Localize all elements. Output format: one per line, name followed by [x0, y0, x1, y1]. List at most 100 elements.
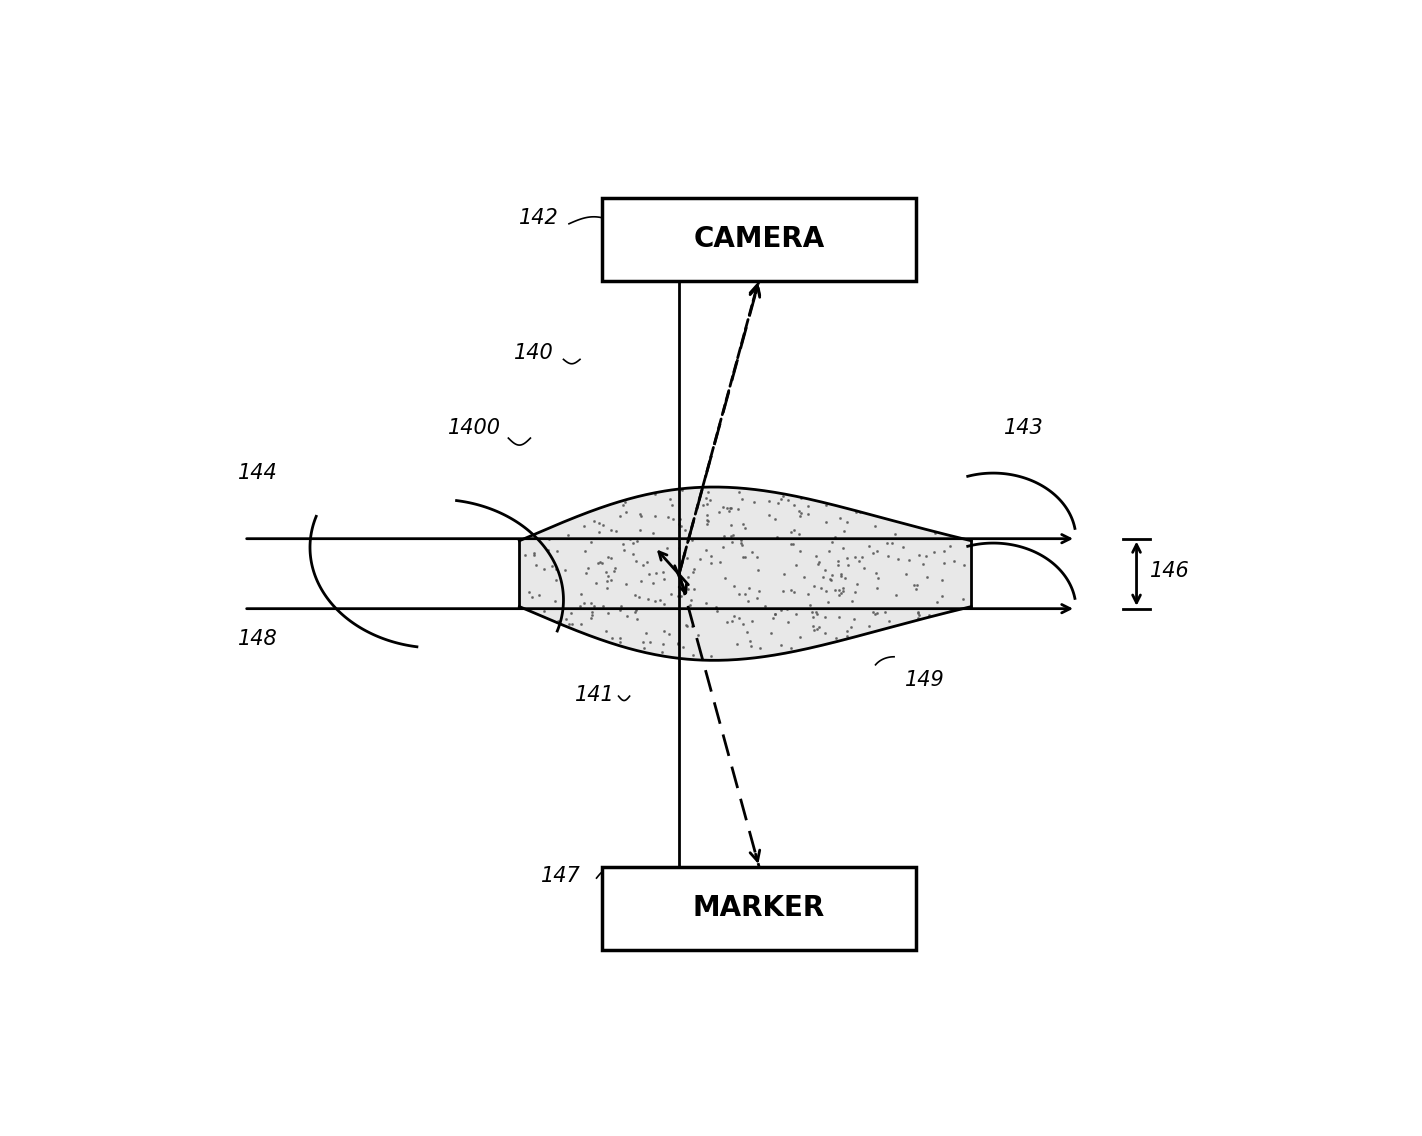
Point — [727, 500, 749, 518]
Point — [805, 603, 828, 621]
Point — [592, 554, 614, 573]
Point — [732, 548, 755, 566]
Point — [520, 588, 543, 607]
Point — [734, 585, 757, 603]
Point — [720, 516, 742, 534]
Point — [788, 525, 811, 543]
Point — [772, 486, 795, 504]
Point — [933, 553, 956, 571]
Point — [745, 588, 768, 607]
Point — [741, 543, 764, 561]
Point — [613, 541, 636, 559]
Point — [789, 503, 812, 521]
Point — [737, 623, 759, 641]
Point — [641, 524, 664, 542]
Point — [695, 515, 718, 533]
Point — [573, 594, 596, 612]
Point — [843, 583, 866, 601]
Point — [600, 570, 623, 588]
Point — [805, 604, 828, 623]
Point — [759, 624, 782, 642]
Point — [862, 544, 884, 562]
Point — [609, 629, 631, 648]
Point — [604, 559, 627, 577]
Point — [830, 584, 853, 602]
Point — [621, 534, 644, 552]
Point — [951, 591, 974, 609]
Point — [839, 618, 862, 636]
Point — [907, 609, 930, 627]
Point — [718, 500, 741, 518]
Point — [769, 490, 792, 508]
Point — [668, 565, 691, 583]
Point — [715, 613, 738, 632]
Point — [738, 632, 761, 650]
Point — [673, 638, 695, 657]
Point — [725, 635, 748, 653]
Point — [621, 545, 644, 563]
Point — [832, 583, 855, 601]
Point — [865, 604, 887, 623]
Point — [769, 601, 792, 619]
Point — [589, 553, 611, 571]
Point — [695, 494, 718, 512]
Point — [624, 552, 647, 570]
Point — [582, 511, 604, 529]
Point — [829, 565, 852, 583]
Point — [574, 542, 597, 560]
Point — [857, 537, 880, 556]
Point — [661, 495, 684, 513]
Point — [779, 640, 802, 658]
Point — [683, 580, 705, 599]
Point — [801, 603, 823, 621]
Point — [609, 601, 631, 619]
Point — [779, 535, 802, 553]
Point — [819, 570, 842, 588]
Point — [596, 548, 619, 566]
Point — [765, 527, 788, 545]
Point — [667, 515, 690, 533]
Point — [748, 582, 771, 600]
Point — [720, 526, 742, 544]
Point — [758, 492, 781, 510]
Point — [930, 571, 953, 590]
Point — [574, 563, 597, 582]
Point — [570, 616, 593, 634]
Point — [923, 543, 946, 561]
Point — [587, 513, 610, 532]
Point — [523, 545, 546, 563]
Point — [614, 575, 637, 593]
Point — [833, 568, 856, 586]
Point — [675, 617, 698, 635]
Point — [629, 506, 651, 524]
Point — [796, 585, 819, 603]
Point — [674, 616, 697, 634]
Point — [546, 612, 569, 630]
Point — [629, 571, 651, 590]
Point — [779, 580, 802, 599]
Point — [782, 495, 805, 513]
Point — [825, 628, 848, 646]
Point — [785, 604, 808, 623]
Point — [745, 548, 768, 566]
Point — [525, 556, 547, 574]
Point — [731, 536, 754, 554]
Point — [691, 495, 714, 513]
Point — [828, 608, 850, 626]
Point — [556, 526, 579, 544]
Point — [907, 546, 930, 565]
Point — [876, 548, 899, 566]
Point — [866, 578, 889, 596]
Point — [573, 517, 596, 535]
Point — [596, 573, 619, 591]
Text: CAMERA: CAMERA — [694, 225, 825, 253]
Point — [658, 490, 681, 508]
Point — [667, 635, 690, 653]
Point — [536, 541, 559, 559]
Text: 140: 140 — [513, 343, 553, 364]
Point — [805, 620, 828, 638]
Point — [697, 512, 720, 531]
Point — [722, 577, 745, 595]
Point — [584, 574, 607, 592]
Point — [832, 579, 855, 598]
